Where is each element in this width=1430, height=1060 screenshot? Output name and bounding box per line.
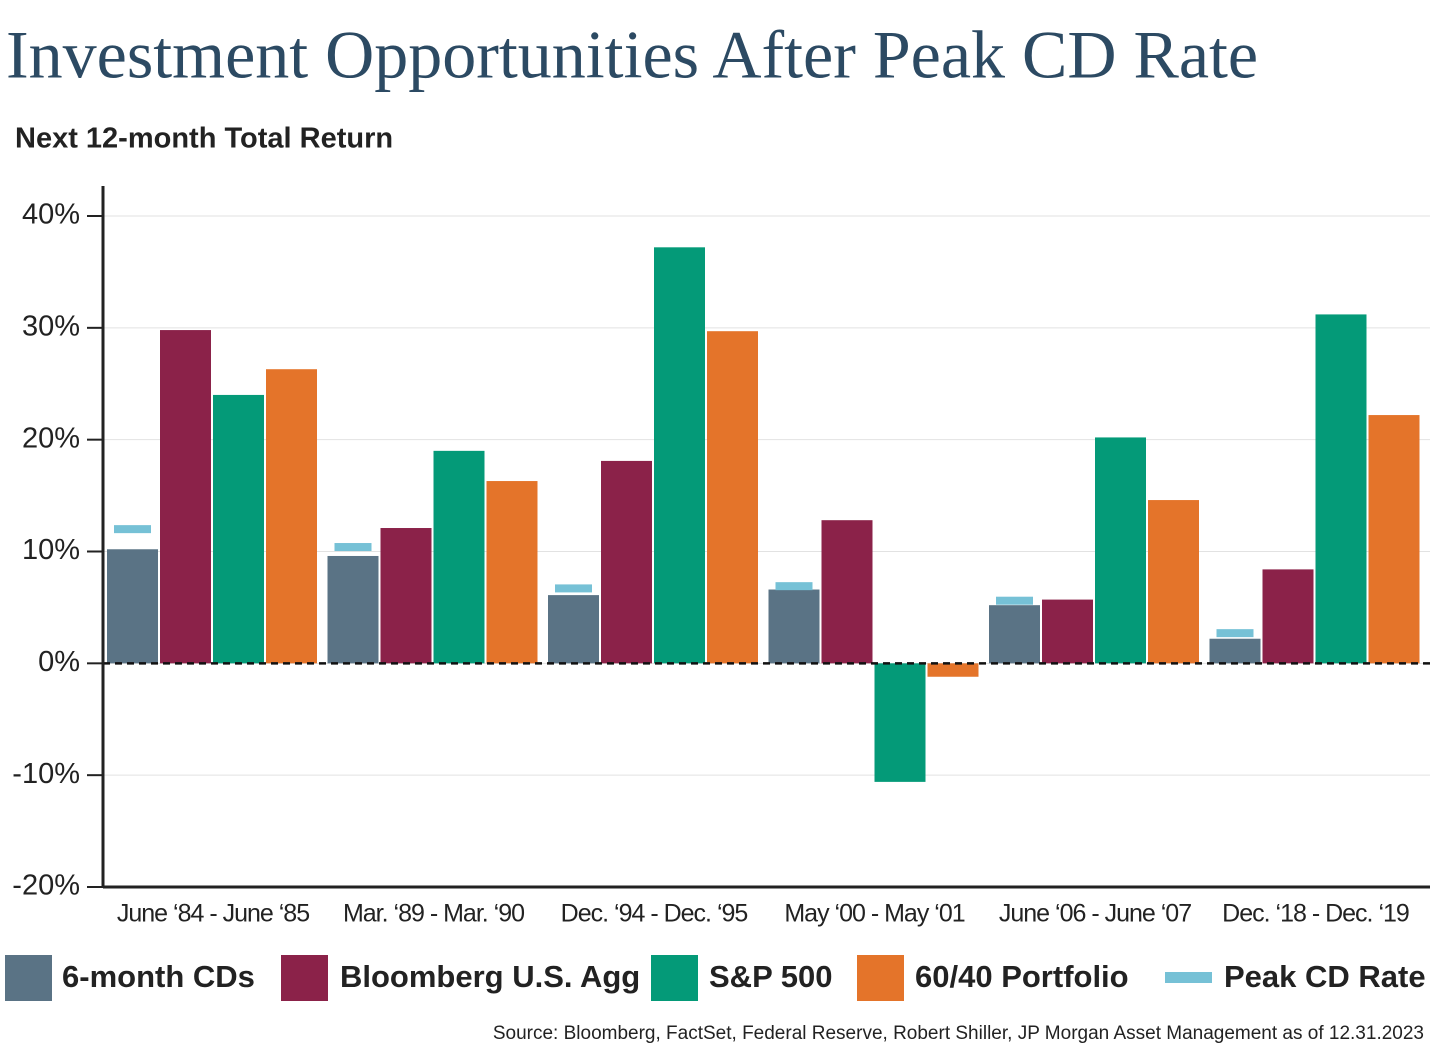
source-note: Source: Bloomberg, FactSet, Federal Rese… [493,1023,1424,1044]
y-tick-label: 20% [22,422,80,454]
legend-swatch [281,955,328,1001]
y-tick-label: 10% [22,534,80,566]
bar [874,663,926,782]
peak-marker [555,584,592,593]
x-tick-label: Mar. ‘89 - Mar. ‘90 [343,900,524,928]
peak-marker [114,525,151,534]
legend-swatch [5,955,52,1001]
bar [380,528,432,664]
bar [1315,314,1367,664]
bar [107,549,158,664]
bar [768,589,820,664]
legend-label: Peak CD Rate [1224,959,1426,994]
bar [989,605,1040,664]
y-tick-label: -10% [12,758,80,790]
bar [266,369,317,664]
y-tick-label: 0% [38,646,80,678]
bar [654,247,705,664]
peak-marker [334,543,372,552]
legend-label: 6-month CDs [62,959,255,994]
bar [1095,437,1146,664]
legend-swatch [857,955,904,1001]
bar [927,663,979,677]
legend-swatch [1165,972,1212,983]
bar [1368,415,1420,664]
bar [1209,638,1261,664]
bar [327,555,379,664]
y-tick-label: -20% [12,870,80,902]
y-tick-label: 40% [22,199,80,231]
chart-title: Investment Opportunities After Peak CD R… [6,17,1258,93]
x-tick-label: June ‘06 - June ‘07 [999,900,1191,928]
bar [213,394,264,664]
bar [1262,569,1314,664]
x-tick-label: Dec. ‘94 - Dec. ‘95 [561,900,748,928]
chart-subtitle: Next 12-month Total Return [15,123,393,155]
x-tick-label: June ‘84 - June ‘85 [117,900,309,928]
legend-label: Bloomberg U.S. Agg [340,959,640,994]
legend-label: 60/40 Portfolio [915,959,1129,994]
x-tick-label: Dec. ‘18 - Dec. ‘19 [1222,900,1409,928]
peak-marker [775,582,813,591]
bar [548,595,599,664]
peak-marker [996,596,1033,605]
x-tick-label: May ‘00 - May ‘01 [784,900,964,928]
bar [160,330,211,664]
peak-marker [1216,629,1254,638]
bar [1042,599,1093,664]
bar [433,450,485,664]
y-tick-label: 30% [22,310,80,342]
bar [1148,500,1199,664]
bar [821,520,873,664]
legend-label: S&P 500 [709,959,833,994]
bar [707,331,758,664]
bar [486,481,538,664]
legend-swatch [651,955,698,1001]
bar [601,460,652,664]
